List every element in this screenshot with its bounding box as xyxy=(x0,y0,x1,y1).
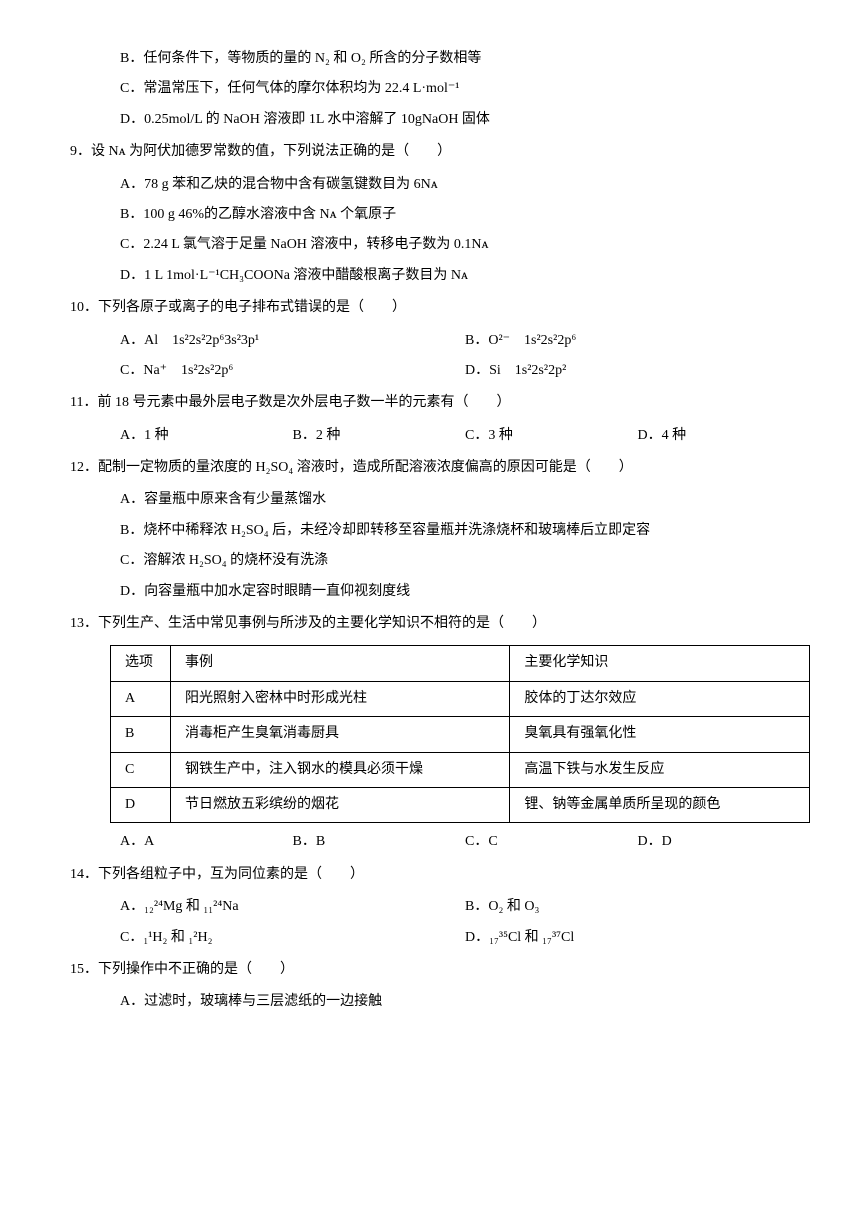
q14-option-b: B．O₂ 和 O₃ xyxy=(465,896,810,918)
q13-rowB-know: 臭氧具有强氧化性 xyxy=(510,717,810,752)
q15-option-a: A．过滤时，玻璃棒与三层滤纸的一边接触 xyxy=(50,991,810,1013)
q11-stem: 11．前 18 号元素中最外层电子数是次外层电子数一半的元素有（ ） xyxy=(50,392,810,414)
q8-option-c: C．常温常压下，任何气体的摩尔体积均为 22.4 L·mol⁻¹ xyxy=(50,78,810,100)
q11-option-d: D．4 种 xyxy=(638,425,811,447)
q10-option-b: B．O²⁻ 1s²2s²2p⁶ xyxy=(465,330,810,352)
q13-rowA-case: 阳光照射入密林中时形成光柱 xyxy=(170,681,509,716)
q12-option-d: D．向容量瓶中加水定容时眼睛一直仰视刻度线 xyxy=(50,581,810,603)
q13-rowD-opt: D xyxy=(111,787,171,822)
q12-option-c: C．溶解浓 H₂SO₄ 的烧杯没有洗涤 xyxy=(50,550,810,572)
q13-option-a: A．A xyxy=(120,831,293,853)
q13-option-c: C．C xyxy=(465,831,638,853)
q13-rowC-opt: C xyxy=(111,752,171,787)
q13-rowD-know: 锂、钠等金属单质所呈现的颜色 xyxy=(510,787,810,822)
q12-option-b: B．烧杯中稀释浓 H₂SO₄ 后，未经冷却即转移至容量瓶并洗涤烧杯和玻璃棒后立即… xyxy=(50,520,810,542)
q13-th2: 事例 xyxy=(170,646,509,681)
q14-stem: 14．下列各组粒子中，互为同位素的是（ ） xyxy=(50,864,810,886)
q13-rowA-opt: A xyxy=(111,681,171,716)
q14-option-a: A．₁₂²⁴Mg 和 ₁₁²⁴Na xyxy=(120,896,465,918)
q13-option-b: B．B xyxy=(293,831,466,853)
q13-rowC-case: 钢铁生产中，注入钢水的模具必须干燥 xyxy=(170,752,509,787)
q9-stem: 9．设 Nᴀ 为阿伏加德罗常数的值，下列说法正确的是（ ） xyxy=(50,141,810,163)
q13-table: 选项 事例 主要化学知识 A 阳光照射入密林中时形成光柱 胶体的丁达尔效应 B … xyxy=(110,645,810,823)
q13-rowA-know: 胶体的丁达尔效应 xyxy=(510,681,810,716)
q9-option-c: C．2.24 L 氯气溶于足量 NaOH 溶液中，转移电子数为 0.1Nᴀ xyxy=(50,234,810,256)
q12-option-a: A．容量瓶中原来含有少量蒸馏水 xyxy=(50,489,810,511)
q9-option-d: D．1 L 1mol·L⁻¹CH₃COONa 溶液中醋酸根离子数目为 Nᴀ xyxy=(50,265,810,287)
q14-option-d: D．₁₇³⁵Cl 和 ₁₇³⁷Cl xyxy=(465,927,810,949)
q9-option-b: B．100 g 46%的乙醇水溶液中含 Nᴀ 个氧原子 xyxy=(50,204,810,226)
q15-stem: 15．下列操作中不正确的是（ ） xyxy=(50,959,810,981)
q14-option-c: C．₁¹H₂ 和 ₁²H₂ xyxy=(120,927,465,949)
q11-option-b: B．2 种 xyxy=(293,425,466,447)
q8-option-b: B．任何条件下，等物质的量的 N₂ 和 O₂ 所含的分子数相等 xyxy=(50,48,810,70)
q13-rowD-case: 节日燃放五彩缤纷的烟花 xyxy=(170,787,509,822)
q13-rowB-case: 消毒柜产生臭氧消毒厨具 xyxy=(170,717,509,752)
q13-option-d: D．D xyxy=(638,831,811,853)
q10-option-d: D．Si 1s²2s²2p² xyxy=(465,360,810,382)
q13-th1: 选项 xyxy=(111,646,171,681)
q10-stem: 10．下列各原子或离子的电子排布式错误的是（ ） xyxy=(50,297,810,319)
q13-th3: 主要化学知识 xyxy=(510,646,810,681)
q13-rowB-opt: B xyxy=(111,717,171,752)
q12-stem: 12．配制一定物质的量浓度的 H₂SO₄ 溶液时，造成所配溶液浓度偏高的原因可能… xyxy=(50,457,810,479)
q11-option-a: A．1 种 xyxy=(120,425,293,447)
q8-option-d: D．0.25mol/L 的 NaOH 溶液即 1L 水中溶解了 10gNaOH … xyxy=(50,109,810,131)
q11-option-c: C．3 种 xyxy=(465,425,638,447)
q13-stem: 13．下列生产、生活中常见事例与所涉及的主要化学知识不相符的是（ ） xyxy=(50,613,810,635)
q13-rowC-know: 高温下铁与水发生反应 xyxy=(510,752,810,787)
q10-option-a: A．Al 1s²2s²2p⁶3s²3p¹ xyxy=(120,330,465,352)
q10-option-c: C．Na⁺ 1s²2s²2p⁶ xyxy=(120,360,465,382)
q9-option-a: A．78 g 苯和乙炔的混合物中含有碳氢键数目为 6Nᴀ xyxy=(50,174,810,196)
